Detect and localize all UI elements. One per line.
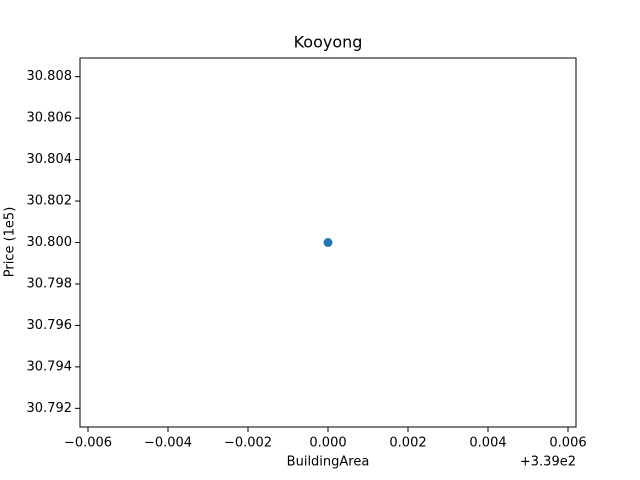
y-axis-label: Price (1e5)	[3, 207, 18, 278]
x-axis-label: BuildingArea	[287, 455, 370, 470]
x-tick-label: −0.006	[64, 436, 112, 451]
plot-frame	[79, 57, 577, 428]
y-tick-label: 30.806	[27, 111, 73, 126]
x-tick-label: 0.006	[549, 436, 586, 451]
y-tick-label: 30.792	[27, 401, 73, 416]
x-tick-label: −0.004	[144, 436, 192, 451]
x-tick-label: 0.002	[389, 436, 426, 451]
x-tick-label: 0.004	[469, 436, 506, 451]
x-tick-label: 0.000	[309, 436, 346, 451]
y-tick-label: 30.804	[27, 152, 73, 167]
y-tick-label: 30.796	[27, 318, 73, 333]
y-tick-label: 30.798	[27, 276, 73, 291]
y-tick-label: 30.808	[27, 69, 73, 84]
chart-title: Kooyong	[294, 33, 363, 52]
y-tick-label: 30.794	[27, 359, 73, 374]
scatter-point	[323, 238, 333, 247]
y-tick-label: 30.802	[27, 194, 73, 209]
y-tick-label: 30.800	[27, 235, 73, 250]
x-tick-label: −0.002	[224, 436, 272, 451]
x-offset-label: +3.39e2	[520, 455, 576, 470]
